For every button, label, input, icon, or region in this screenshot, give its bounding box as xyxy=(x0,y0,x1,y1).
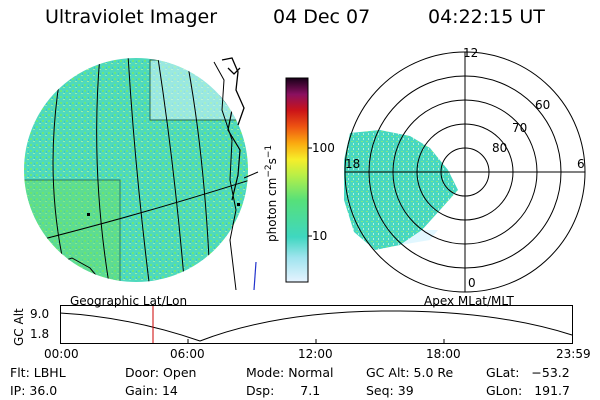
colorbar-unit-label: photon cm−2s−1 xyxy=(264,145,279,242)
glon-status: GLon: 191.7 xyxy=(486,383,570,398)
parallel-outer xyxy=(243,171,259,179)
altitude-curve xyxy=(59,310,573,342)
door-value: Open xyxy=(163,365,197,380)
meridian-line xyxy=(157,58,186,282)
seq-status: Seq: 39 xyxy=(366,383,414,398)
coastline-outer xyxy=(227,67,241,75)
filter-label: Flt: xyxy=(10,365,30,380)
colorbar-tick-10: 10 xyxy=(312,229,328,243)
seq-label: Seq: xyxy=(366,383,394,398)
gc-alt-label: GC Alt: xyxy=(366,365,410,380)
instrument-title: Ultraviolet Imager xyxy=(45,6,218,28)
mlt-label-6: 6 xyxy=(577,157,585,171)
colorbar-unit-exp2: −1 xyxy=(264,144,274,159)
dsp-status: Dsp: 7.1 xyxy=(246,383,320,398)
meridian-line xyxy=(187,65,211,281)
time-tick-1200: 12:00 xyxy=(298,347,333,361)
geographic-map xyxy=(24,57,259,291)
time-tick-0600: 06:00 xyxy=(170,347,205,361)
gc-alt-status: GC Alt: 5.0 Re xyxy=(366,365,453,380)
door-label: Door: xyxy=(125,365,160,380)
glon-label: GLon: xyxy=(486,383,523,398)
dsp-label: Dsp: xyxy=(246,383,275,398)
geographic-label: Geographic Lat/Lon xyxy=(70,294,188,308)
meridian-line xyxy=(127,58,151,282)
station-marker xyxy=(237,203,240,206)
coastline-blue xyxy=(253,261,257,291)
ip-label: IP: xyxy=(10,383,26,398)
time-label: 04:22:15 UT xyxy=(428,6,545,28)
coastline-outer xyxy=(221,57,245,126)
colorbar-unit-mid: s xyxy=(265,158,279,165)
colorbar-unit-main: photon cm xyxy=(265,177,279,242)
glon-value: 191.7 xyxy=(534,383,570,398)
colorbar-tick-100: 100 xyxy=(312,141,335,155)
mlt-label-12: 12 xyxy=(463,46,479,60)
gain-status: Gain: 14 xyxy=(125,383,178,398)
mlat-label-70: 70 xyxy=(512,121,528,135)
filter-value: LBHL xyxy=(33,365,66,380)
filter-status: Flt: LBHL xyxy=(10,365,66,380)
dsp-value: 7.1 xyxy=(300,383,321,398)
mode-label: Mode: xyxy=(246,365,285,380)
mode-status: Mode: Normal xyxy=(246,365,334,380)
colorbar-unit-exp1: −2 xyxy=(264,164,274,178)
color-bar xyxy=(285,77,312,283)
alt-tick-1-8: 1.8 xyxy=(30,327,50,341)
altitude-plot xyxy=(59,305,573,344)
alt-tick-9: 9.0 xyxy=(30,307,50,321)
auroral-oval xyxy=(344,130,458,250)
coastline xyxy=(44,274,59,282)
mode-value: Normal xyxy=(288,365,334,380)
glat-label: GLat: xyxy=(486,365,520,380)
mlat-label-60: 60 xyxy=(535,98,551,112)
gain-value: 14 xyxy=(161,383,178,398)
mlt-label-0: 0 xyxy=(468,276,476,290)
mlat-label-80: 80 xyxy=(492,141,508,155)
glat-status: GLat: −53.2 xyxy=(486,365,570,380)
altitude-axis-label: GC Alt xyxy=(12,308,26,346)
parallel-line xyxy=(24,179,248,246)
time-tick-0000: 00:00 xyxy=(44,347,79,361)
gain-label: Gain: xyxy=(125,383,158,398)
apex-label: Apex MLat/MLT xyxy=(424,294,514,308)
mlt-label-18: 18 xyxy=(345,157,361,171)
polar-map xyxy=(344,51,586,293)
time-tick-2359: 23:59 xyxy=(556,347,591,361)
seq-value: 39 xyxy=(397,383,414,398)
ip-value: 36.0 xyxy=(29,383,58,398)
date-label: 04 Dec 07 xyxy=(273,6,371,28)
time-tick-1800: 18:00 xyxy=(426,347,461,361)
meridian-line xyxy=(96,58,111,282)
meridian-outer xyxy=(213,61,237,291)
door-status: Door: Open xyxy=(125,365,196,380)
station-marker xyxy=(87,213,90,216)
ip-status: IP: 36.0 xyxy=(10,383,57,398)
gc-alt-value: 5.0 Re xyxy=(413,365,454,380)
glat-value: −53.2 xyxy=(531,365,570,380)
